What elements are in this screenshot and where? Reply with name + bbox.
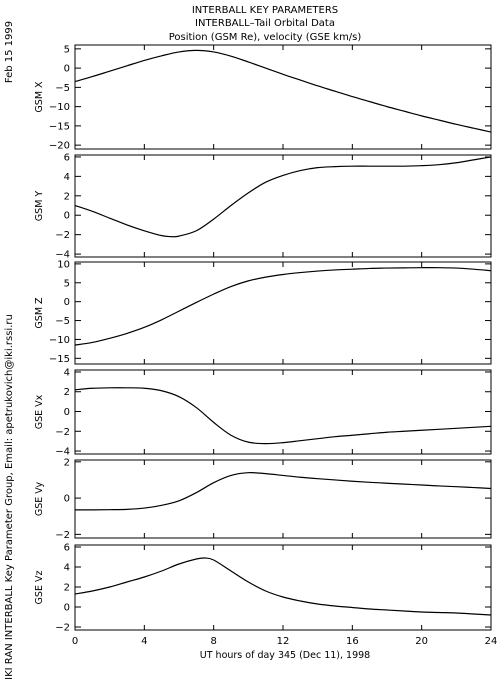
y-tick-label: −10 [49, 102, 70, 113]
y-tick-label: 6 [64, 152, 70, 163]
y-tick-label: 0 [64, 407, 70, 418]
y-tick-label: 4 [64, 172, 70, 183]
panel-gse-vz: 6 4 2 0 −2 GSE Vz [34, 543, 492, 634]
y-tick-label: −15 [49, 121, 70, 132]
y-tick-label: −15 [49, 354, 70, 365]
y-tick-label: 2 [64, 191, 70, 202]
y-tick-label: −2 [55, 530, 70, 541]
panel-frame [74, 369, 492, 455]
x-tick-label: 4 [141, 636, 147, 647]
x-tick-label: 8 [210, 636, 216, 647]
y-axis-label: GSM Z [34, 297, 45, 329]
y-tick-label: −2 [55, 427, 70, 438]
y-axis-label: GSM Y [34, 191, 45, 222]
panel-gse-vx: 4 2 0 −2 −4 GSE Vx [34, 367, 492, 458]
title-line-3: Position (GSM Re), velocity (GSE km/s) [169, 32, 362, 43]
y-tick-label: 0 [64, 494, 70, 505]
panel-frame [74, 261, 492, 365]
panel-frame [74, 44, 492, 150]
y-tick-label: 0 [64, 64, 70, 75]
y-tick-label: −20 [49, 141, 70, 152]
x-tick-label: 16 [346, 636, 359, 647]
y-tick-label: 10 [57, 259, 70, 270]
x-tick-label: 12 [277, 636, 290, 647]
y-tick-label: 6 [64, 543, 70, 554]
y-tick-label: 2 [64, 583, 70, 594]
y-axis-label: GSE Vy [34, 481, 45, 516]
y-tick-label: 0 [64, 211, 70, 222]
y-tick-label: 5 [64, 278, 70, 289]
y-tick-label: 0 [64, 603, 70, 614]
y-tick-label: −10 [49, 335, 70, 346]
y-axis-label: GSE Vx [34, 394, 45, 429]
x-tick-label: 24 [485, 636, 498, 647]
series-line-gse-vx [74, 387, 492, 445]
series-line-gsm-y [74, 156, 492, 238]
y-tick-label: −2 [55, 230, 70, 241]
series-line-gsm-x [74, 49, 492, 133]
x-tick-label: 20 [415, 636, 428, 647]
panel-gsm-z: 10 5 0 −5 −10 −15 GSM Z [34, 259, 492, 365]
y-tick-label: 2 [64, 457, 70, 468]
x-axis-label: UT hours of day 345 (Dec 11), 1998 [200, 650, 370, 661]
y-tick-label: 4 [64, 367, 70, 378]
y-tick-label: 5 [64, 44, 70, 55]
y-tick-label: −4 [55, 250, 70, 261]
y-tick-label: 0 [64, 297, 70, 308]
panel-gsm-y: 6 4 2 0 −2 −4 GSM Y [34, 152, 492, 261]
panel-gse-vy: 2 0 −2 GSE Vy [34, 457, 492, 541]
title-line-1: INTERBALL KEY PARAMETERS [192, 5, 338, 16]
title-line-2: INTERBALL–Tail Orbital Data [195, 18, 335, 29]
series-line-gse-vz [74, 557, 492, 616]
panel-gsm-x: 5 0 −5 −10 −15 −20 GSM X [34, 44, 492, 152]
y-tick-label: 2 [64, 387, 70, 398]
date-label: Feb 15 1999 [4, 21, 15, 83]
panel-frame [74, 459, 492, 539]
y-tick-label: −2 [55, 623, 70, 634]
panel-frame [74, 544, 492, 631]
series-line-gsm-z [74, 267, 492, 346]
y-axis-label: GSM X [34, 81, 45, 113]
y-tick-label: −5 [55, 316, 70, 327]
y-tick-label: −4 [55, 447, 70, 458]
series-line-gse-vy [74, 472, 492, 511]
y-tick-label: 4 [64, 563, 70, 574]
y-axis-label: GSE Vz [34, 571, 45, 605]
y-tick-label: −5 [55, 83, 70, 94]
x-tick-label: 0 [72, 636, 78, 647]
panel-frame [74, 154, 492, 258]
credit-label: IKI RAN INTERBALL Key Parameter Group, E… [4, 314, 15, 680]
